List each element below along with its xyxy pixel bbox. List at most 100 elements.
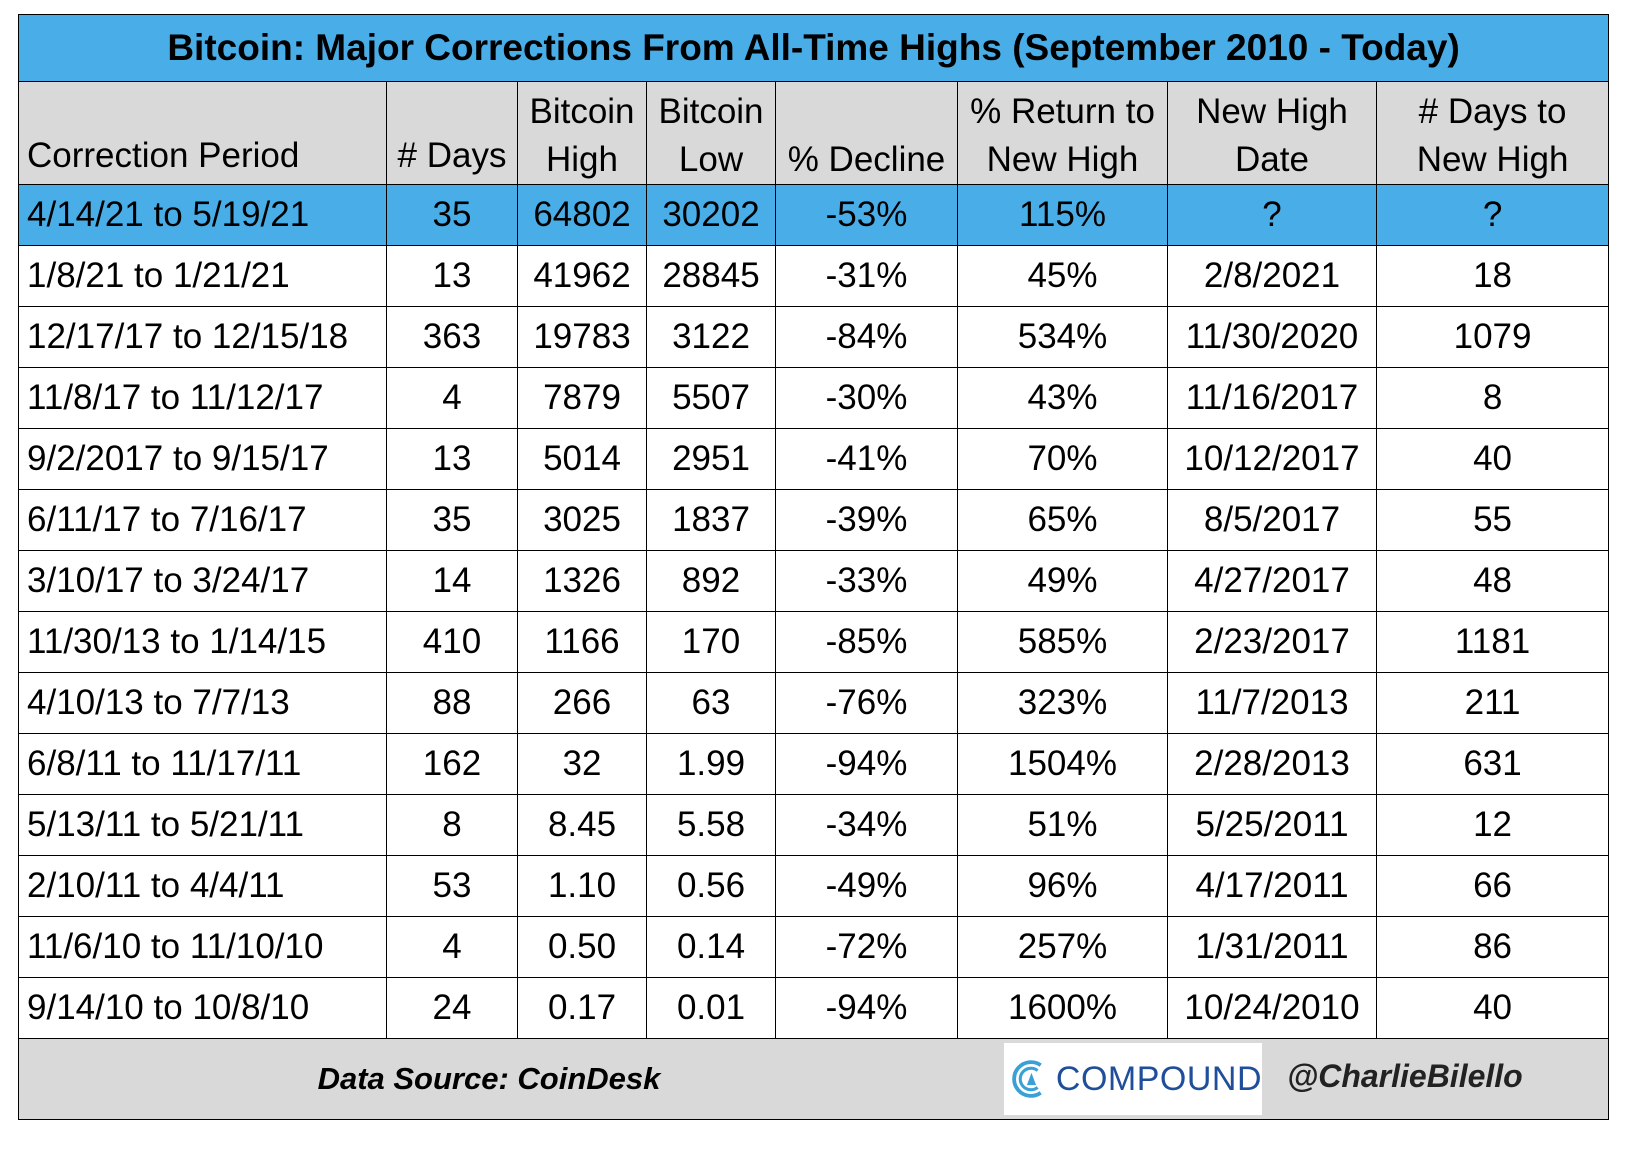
corrections-table-frame: Bitcoin: Major Corrections From All-Time… [17,14,1610,1139]
cell-days-to-new-high: 211 [1375,672,1610,734]
author-handle: @CharlieBilello [1287,1058,1523,1094]
cell-decline: -33% [775,550,958,612]
cell-correction-period: 3/10/17 to 3/24/17 [18,550,387,612]
cell-correction-period: 9/14/10 to 10/8/10 [18,977,387,1039]
table-row: 9/14/10 to 10/8/10 24 0.17 0.01 -94% 1600% 10/… [18,977,1610,1039]
cell-decline: -85% [775,611,958,673]
cell-days: 410 [386,611,518,673]
table-row: 6/8/11 to 11/17/11 162 32 1.99 -94% 1504% 2/28… [18,733,1610,795]
table-row: 11/6/10 to 11/10/10 4 0.50 0.14 -72% 257% 1/31… [18,916,1610,978]
cell-decline: -94% [775,733,958,795]
cell-bitcoin-high: 1.10 [517,855,647,917]
cell-days-to-new-high: 48 [1375,550,1610,612]
cell-new-high-date: ? [1167,184,1377,246]
corrections-table: Bitcoin: Major Corrections From All-Time… [17,14,1610,1120]
cell-bitcoin-high: 3025 [517,489,647,551]
compound-logo: COMPOUND [1004,1043,1262,1115]
cell-days: 53 [386,855,518,917]
header-row: Correction Period # Days Bitcoin High Bitcoi… [18,81,1610,185]
cell-days-to-new-high: 18 [1375,245,1610,307]
cell-bitcoin-high: 41962 [517,245,647,307]
cell-bitcoin-low: 2951 [646,428,776,490]
cell-new-high-date: 5/25/2011 [1167,794,1377,856]
cell-new-high-date: 4/17/2011 [1167,855,1377,917]
cell-decline: -41% [775,428,958,490]
cell-days: 14 [386,550,518,612]
cell-days-to-new-high: 1181 [1375,611,1610,673]
cell-days-to-new-high: 40 [1375,428,1610,490]
cell-return: 257% [957,916,1168,978]
cell-bitcoin-high: 5014 [517,428,647,490]
cell-return: 534% [957,306,1168,368]
cell-return: 1600% [957,977,1168,1039]
table-row: 11/8/17 to 11/12/17 4 7879 5507 -30% 43% 11/16… [18,367,1610,429]
cell-days: 24 [386,977,518,1039]
cell-correction-period: 11/6/10 to 11/10/10 [18,916,387,978]
cell-bitcoin-high: 64802 [517,184,647,246]
cell-return: 115% [957,184,1168,246]
cell-days: 162 [386,733,518,795]
cell-days-to-new-high: 1079 [1375,306,1610,368]
cell-new-high-date: 4/27/2017 [1167,550,1377,612]
cell-bitcoin-low: 5507 [646,367,776,429]
cell-bitcoin-low: 28845 [646,245,776,307]
cell-decline: -30% [775,367,958,429]
cell-days: 4 [386,916,518,978]
cell-new-high-date: 10/12/2017 [1167,428,1377,490]
cell-new-high-date: 2/28/2013 [1167,733,1377,795]
cell-return: 43% [957,367,1168,429]
cell-new-high-date: 11/7/2013 [1167,672,1377,734]
cell-days: 4 [386,367,518,429]
cell-bitcoin-low: 170 [646,611,776,673]
table-title: Bitcoin: Major Corrections From All-Time… [17,14,1610,82]
cell-bitcoin-high: 1326 [517,550,647,612]
cell-days-to-new-high: 40 [1375,977,1610,1039]
cell-correction-period: 5/13/11 to 5/21/11 [18,794,387,856]
cell-return: 96% [957,855,1168,917]
cell-bitcoin-low: 0.56 [646,855,776,917]
cell-bitcoin-low: 892 [646,550,776,612]
cell-correction-period: 2/10/11 to 4/4/11 [18,855,387,917]
cell-new-high-date: 2/23/2017 [1167,611,1377,673]
cell-correction-period: 1/8/21 to 1/21/21 [18,245,387,307]
table-row: 12/17/17 to 12/15/18 363 19783 3122 -84% 534%… [18,306,1610,368]
column-header-days-to-new-high: # Days to New High [1375,81,1610,185]
cell-days-to-new-high: 66 [1375,855,1610,917]
cell-new-high-date: 2/8/2021 [1167,245,1377,307]
cell-bitcoin-low: 1.99 [646,733,776,795]
cell-days-to-new-high: 631 [1375,733,1610,795]
cell-bitcoin-high: 32 [517,733,647,795]
cell-days: 13 [386,245,518,307]
cell-new-high-date: 8/5/2017 [1167,489,1377,551]
cell-decline: -34% [775,794,958,856]
cell-bitcoin-high: 266 [517,672,647,734]
cell-days-to-new-high: ? [1375,184,1610,246]
cell-decline: -72% [775,916,958,978]
cell-decline: -53% [775,184,958,246]
table-row: 11/30/13 to 1/14/15 410 1166 170 -85% 585% 2/2… [18,611,1610,673]
cell-return: 1504% [957,733,1168,795]
cell-return: 65% [957,489,1168,551]
data-source-note: Data Source: CoinDesk [317,1061,661,1096]
cell-correction-period: 11/8/17 to 11/12/17 [18,367,387,429]
column-header-return: % Return to New High [957,81,1168,185]
cell-return: 51% [957,794,1168,856]
cell-new-high-date: 11/30/2020 [1167,306,1377,368]
footer-bar: Data Source: CoinDesk COMPOUND @CharlieB… [17,1038,1610,1120]
column-header-days: # Days [386,81,518,185]
table-row: 6/11/17 to 7/16/17 35 3025 1837 -39% 65% 8/5/2… [18,489,1610,551]
table-row: 4/10/13 to 7/7/13 88 266 63 -76% 323% 11/7/201… [18,672,1610,734]
cell-correction-period: 11/30/13 to 1/14/15 [18,611,387,673]
cell-new-high-date: 1/31/2011 [1167,916,1377,978]
column-header-bitcoin-high: Bitcoin High [517,81,647,185]
cell-decline: -84% [775,306,958,368]
cell-bitcoin-low: 1837 [646,489,776,551]
cell-days: 363 [386,306,518,368]
column-header-new-high-date: New High Date [1167,81,1377,185]
cell-correction-period: 4/14/21 to 5/19/21 [18,184,387,246]
compound-logo-text: COMPOUND [1055,1059,1262,1098]
table-body: 4/14/21 to 5/19/21 35 64802 30202 -53% 115%??… [18,184,1610,1039]
cell-decline: -39% [775,489,958,551]
cell-correction-period: 12/17/17 to 12/15/18 [18,306,387,368]
cell-days-to-new-high: 8 [1375,367,1610,429]
